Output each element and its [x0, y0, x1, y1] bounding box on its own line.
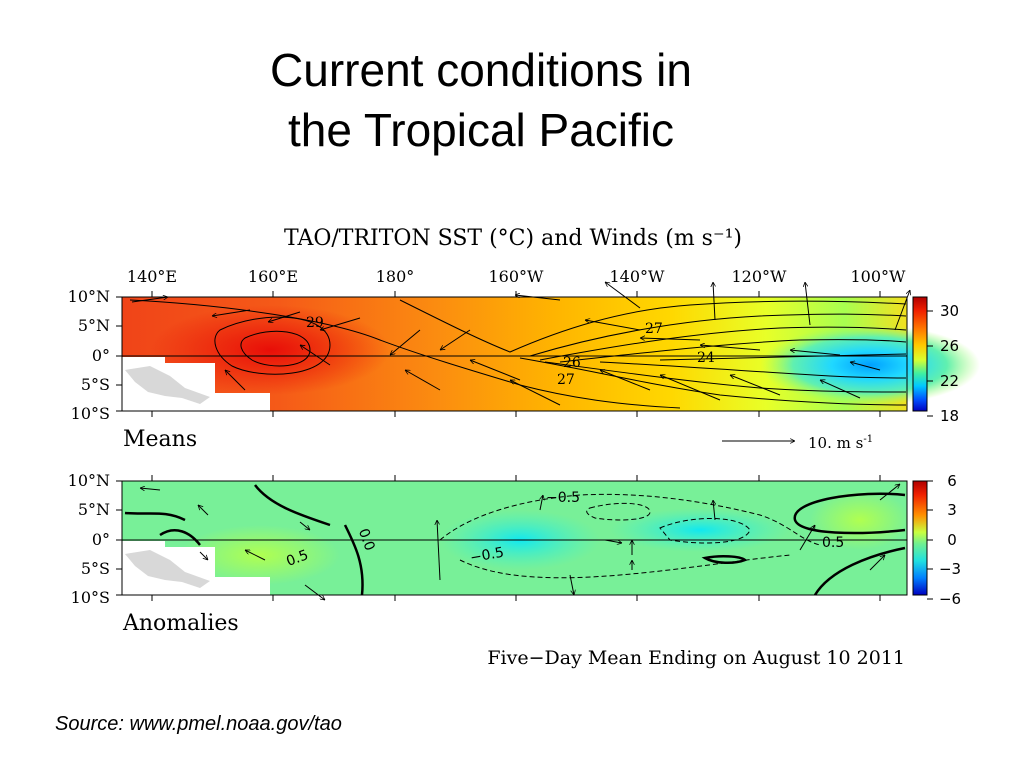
y-tick-label: 10°N — [68, 287, 110, 306]
means-colorbar-labels: 30 26 22 18 — [940, 302, 959, 425]
anomalies-colorbar — [912, 480, 928, 596]
wind-reference-label: 10. m s-1 — [808, 434, 873, 452]
anomalies-cool-patch — [610, 508, 790, 552]
means-frame — [121, 296, 908, 412]
means-contour-label: 29 — [306, 315, 324, 331]
y-tick-label: 10°S — [71, 404, 110, 423]
colorbar-label: 26 — [940, 337, 959, 355]
anomalies-y-tick-labels: 10°N 5°N 0° 5°S 10°S — [68, 471, 110, 607]
wind-reference-exponent: -1 — [863, 434, 873, 445]
anomalies-y-ticks — [116, 480, 122, 596]
anomalies-panel: −0.5 0.5 0.0 −0.5 0.5 — [68, 471, 961, 669]
colorbar-label: 18 — [940, 407, 959, 425]
means-contour-labels: 29 27 26 27 24 — [306, 315, 715, 388]
means-x-tick-labels: 140°E 160°E 180° 160°W 140°W 120°W 100°W — [127, 267, 906, 286]
anomalies-warm-patch — [810, 490, 910, 550]
y-tick-label: 10°N — [68, 471, 110, 490]
colorbar-label: 6 — [947, 472, 957, 490]
slide-title-line-2: the Tropical Pacific — [287, 104, 675, 156]
means-contour-label: 26 — [563, 355, 581, 371]
means-contour-label: 27 — [645, 321, 663, 337]
means-colorbar — [912, 296, 928, 412]
tao-triton-figure: TAO/TRITON SST (°C) and Winds (m s⁻¹) 29… — [68, 226, 980, 669]
y-tick-label: 5°N — [78, 316, 110, 335]
y-tick-label: 10°S — [71, 588, 110, 607]
colorbar-label: −6 — [939, 590, 961, 608]
means-colorbar-ticks — [927, 310, 933, 417]
x-tick-label: 140°E — [127, 267, 177, 286]
y-tick-label: 5°N — [78, 500, 110, 519]
anomalies-contour-label: 0.5 — [284, 547, 310, 570]
wind-reference-text: 10. m s — [808, 434, 863, 452]
colorbar-label: −3 — [939, 560, 961, 578]
means-x-ticks — [151, 291, 881, 417]
anomalies-contour-label: 0.5 — [822, 535, 844, 551]
means-y-ticks — [116, 296, 122, 412]
anomalies-contour-label: 0.0 — [355, 527, 378, 553]
x-tick-label: 160°W — [489, 267, 545, 286]
anomalies-wind-vectors — [140, 484, 900, 600]
means-panel: 29 27 26 27 24 — [68, 267, 980, 452]
x-tick-label: 160°E — [248, 267, 298, 286]
date-footer: Five−Day Mean Ending on August 10 2011 — [487, 647, 905, 669]
slide-title: Current conditions in the Tropical Pacif… — [0, 40, 962, 160]
y-tick-label: 0° — [92, 530, 110, 549]
colorbar-label: 3 — [947, 501, 957, 519]
anomalies-contour-label: −0.5 — [546, 490, 580, 506]
anomalies-colorbar-labels: 6 3 0 −3 −6 — [939, 472, 961, 608]
means-contour-label: 24 — [697, 350, 715, 366]
colorbar-label: 30 — [940, 302, 959, 320]
x-tick-label: 100°W — [851, 267, 907, 286]
x-tick-label: 140°W — [610, 267, 666, 286]
chart-title-text: TAO/TRITON SST (°C) and Winds (m s⁻¹) — [284, 226, 742, 251]
source-caption: Source: www.pmel.noaa.gov/tao — [55, 713, 342, 735]
means-contours — [129, 299, 907, 409]
anomalies-contour-label: −0.5 — [469, 545, 505, 567]
wind-reference: 10. m s-1 — [722, 434, 873, 452]
y-tick-label: 5°S — [81, 559, 110, 578]
anomalies-contour-labels: −0.5 0.5 0.0 −0.5 0.5 — [284, 490, 844, 570]
x-tick-label: 120°W — [732, 267, 788, 286]
colorbar-label: 0 — [947, 531, 957, 549]
x-tick-label: 180° — [376, 267, 415, 286]
colorbar-label: 22 — [940, 372, 959, 390]
means-land-new-guinea — [125, 366, 210, 404]
means-panel-label: Means — [123, 427, 197, 452]
anomalies-x-ticks — [151, 475, 881, 601]
y-tick-label: 5°S — [81, 375, 110, 394]
anomalies-panel-label: Anomalies — [122, 611, 239, 636]
chart-title: TAO/TRITON SST (°C) and Winds (m s⁻¹) — [284, 226, 742, 251]
means-y-tick-labels: 10°N 5°N 0° 5°S 10°S — [68, 287, 110, 423]
anomalies-frame — [121, 480, 908, 596]
anomalies-colorbar-ticks — [927, 480, 933, 600]
means-wind-vectors — [131, 282, 910, 406]
y-tick-label: 0° — [92, 346, 110, 365]
anomalies-contours-dashed — [439, 493, 821, 579]
means-contour-label: 27 — [557, 372, 575, 388]
anomalies-land-new-guinea — [125, 550, 210, 588]
slide-title-line-1: Current conditions in — [270, 44, 692, 96]
